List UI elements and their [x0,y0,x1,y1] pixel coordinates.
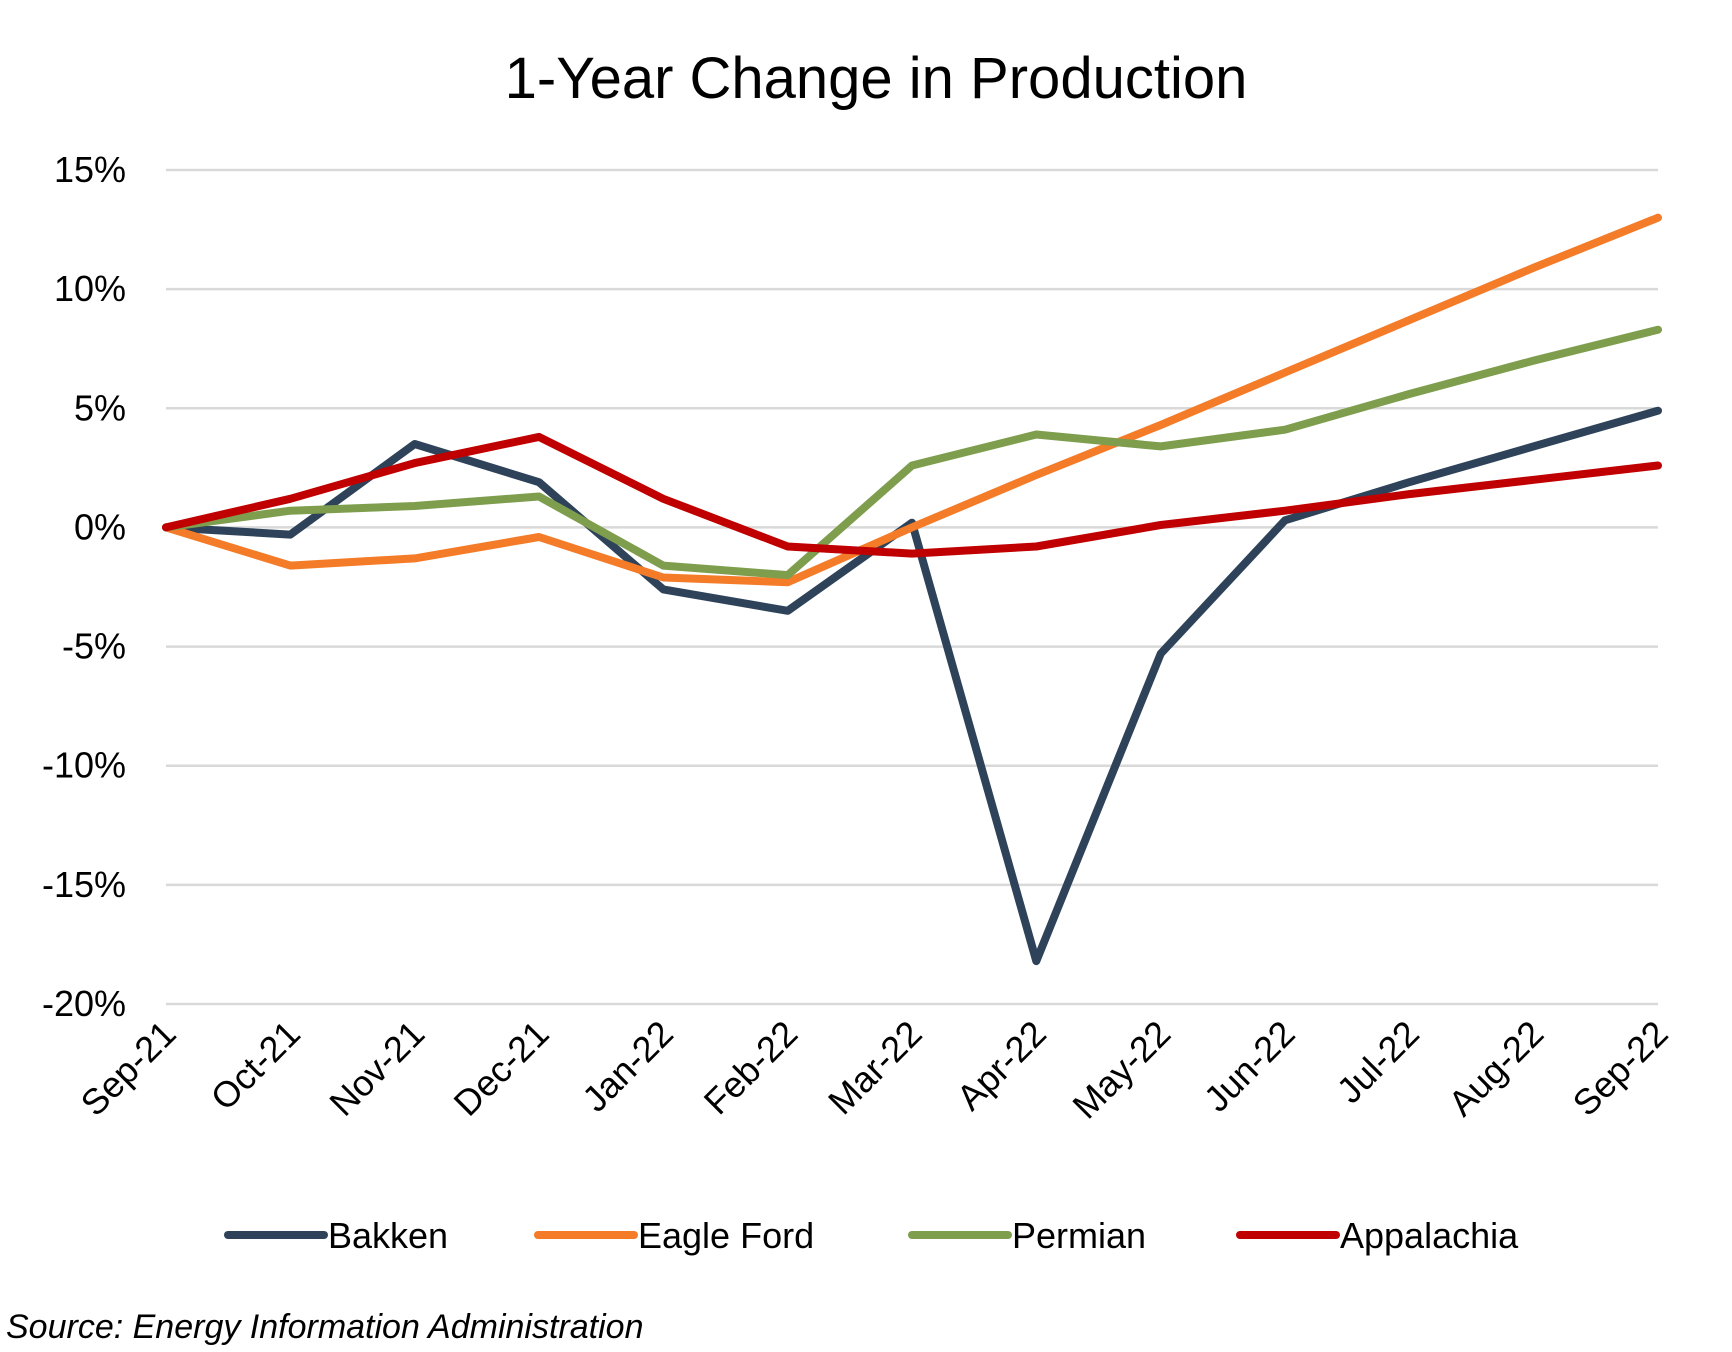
x-tick-label: Jan-22 [574,1013,681,1120]
x-tick-label: Aug-22 [1440,1013,1551,1124]
x-tick-label: Feb-22 [696,1013,806,1123]
x-tick-label: Dec-21 [446,1013,557,1124]
x-tick-label: Mar-22 [820,1013,930,1123]
legend-label-appalachia: Appalachia [1340,1215,1519,1256]
y-tick-label: 5% [74,387,126,428]
y-tick-label: 0% [74,506,126,547]
legend: Bakken Eagle Ford Permian Appalachia [224,1215,1519,1256]
source-note: Source: Energy Information Administratio… [6,1308,644,1346]
y-tick-label: -5% [62,626,126,667]
x-tick-label: Jun-22 [1196,1013,1303,1120]
series-line-bakken [162,406,1662,966]
chart-title: 1-Year Change in Production [505,46,1248,111]
series-line-appalachia [162,432,1662,558]
y-axis-tick-labels: 15% 10% 5% 0% -5% -10% -15% -20% [42,149,126,1024]
x-axis-tick-labels: Sep-21 Oct-21 Nov-21 Dec-21 Jan-22 Feb-22 Mar-… [73,1013,1676,1127]
y-tick-label: -20% [42,983,126,1024]
x-tick-label: Oct-21 [203,1013,308,1118]
legend-label-eagle-ford: Eagle Ford [638,1215,814,1256]
x-tick-label: Sep-22 [1565,1013,1676,1124]
x-tick-label: Nov-21 [321,1013,432,1124]
x-tick-label: Sep-21 [73,1013,184,1124]
x-tick-label: Jul-22 [1329,1013,1427,1111]
y-tick-label: -10% [42,745,126,786]
series-lines [162,213,1662,966]
x-tick-label: May-22 [1064,1013,1178,1127]
x-tick-label: Apr-22 [949,1013,1054,1118]
legend-label-bakken: Bakken [328,1215,448,1256]
gridlines [166,168,1658,1006]
y-tick-label: 15% [54,149,126,190]
series-line-permian [162,325,1662,580]
y-tick-label: 10% [54,268,126,309]
y-tick-label: -15% [42,864,126,905]
legend-label-permian: Permian [1012,1215,1146,1256]
series-line-eagle-ford [162,213,1662,587]
